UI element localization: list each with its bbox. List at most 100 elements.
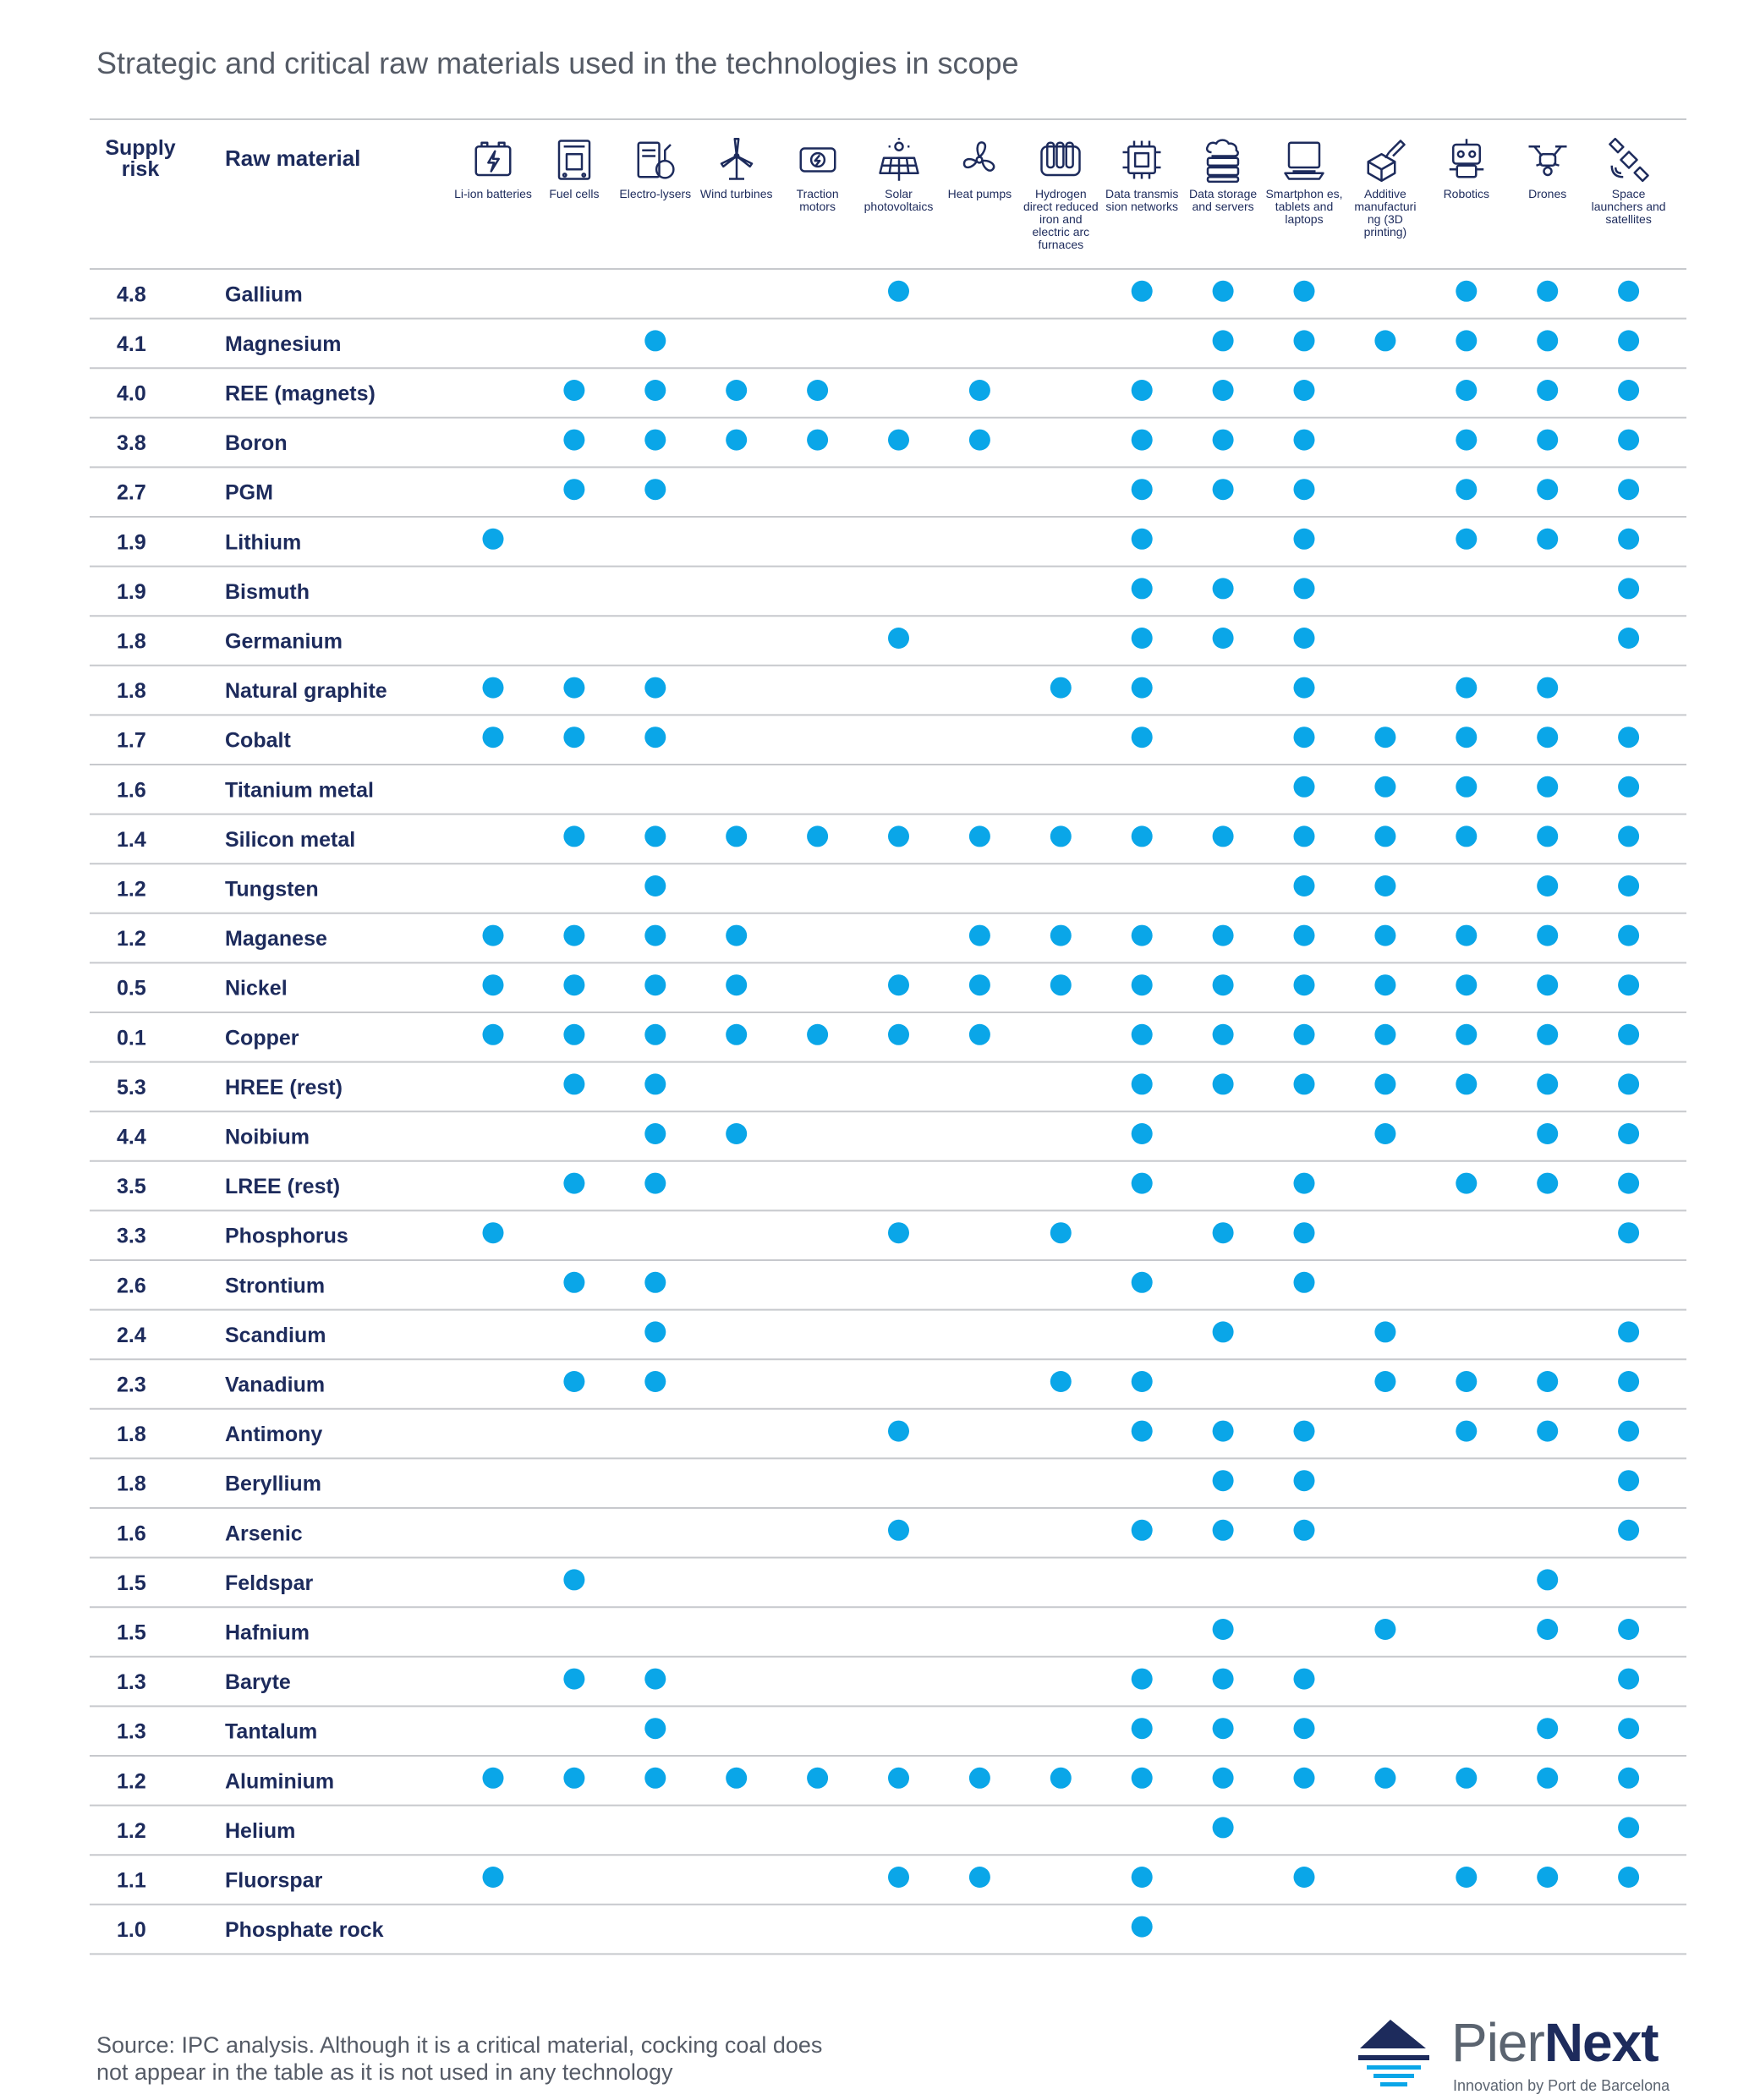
- usage-dot: [1293, 1867, 1315, 1888]
- usage-dot: [1293, 924, 1315, 946]
- usage-dot: [1131, 380, 1153, 401]
- usage-dot: [1618, 1619, 1640, 1640]
- usage-dot: [1293, 280, 1315, 302]
- material-name: Bismuth: [225, 580, 310, 604]
- material-name: Fluorspar: [225, 1869, 323, 1893]
- supply-risk-value: 1.6: [117, 778, 146, 802]
- usage-dot: [644, 479, 666, 501]
- usage-dot: [1212, 479, 1234, 501]
- usage-dot: [482, 1767, 504, 1789]
- usage-dot: [888, 280, 909, 302]
- usage-dot: [1374, 825, 1396, 847]
- usage-dot: [1618, 1371, 1640, 1392]
- technology-label: Hydrogen direct reduced iron and electri…: [1023, 187, 1099, 251]
- source-note: Source: IPC analysis. Although it is a c…: [96, 2032, 823, 2085]
- usage-dot: [644, 1668, 666, 1690]
- supply-risk-value: 1.4: [117, 828, 146, 852]
- usage-dot: [1131, 727, 1153, 748]
- usage-dot: [1131, 479, 1153, 501]
- supply-risk-value: 1.8: [117, 679, 146, 703]
- supply-risk-value: 2.7: [117, 481, 146, 505]
- usage-dot: [1537, 875, 1559, 896]
- technology-label: Robotics: [1443, 187, 1490, 200]
- materials-table: 4.8 Gallium 4.1 Magnesium 4.0 REE (magnets) 3.…: [90, 268, 1686, 1955]
- usage-dot: [1293, 1519, 1315, 1541]
- supply-risk-value: 1.9: [117, 580, 146, 604]
- usage-dot: [563, 1073, 585, 1095]
- material-name: Gallium: [225, 282, 303, 306]
- usage-dot: [563, 1668, 585, 1690]
- usage-dot: [1618, 280, 1640, 302]
- usage-dot: [1293, 1767, 1315, 1789]
- usage-dot: [1456, 825, 1478, 847]
- material-name: Natural graphite: [225, 679, 387, 703]
- usage-dot: [1618, 1123, 1640, 1144]
- usage-dot: [1537, 1867, 1559, 1888]
- usage-dot: [1618, 330, 1640, 352]
- technology-header: Electro-lysers: [617, 137, 694, 200]
- supply-risk-value: 1.6: [117, 1522, 146, 1545]
- usage-dot: [1618, 380, 1640, 401]
- material-name: Germanium: [225, 630, 343, 654]
- technology-label: Electro-lysers: [619, 187, 692, 200]
- usage-dot: [1374, 1123, 1396, 1144]
- usage-dot: [644, 1718, 666, 1740]
- supply-risk-value: 1.8: [117, 1423, 146, 1446]
- usage-dot: [1618, 1420, 1640, 1442]
- usage-dot: [482, 974, 504, 996]
- usage-dot: [1050, 924, 1072, 946]
- usage-dot: [1293, 825, 1315, 847]
- usage-dot: [1293, 628, 1315, 649]
- usage-dot: [1618, 974, 1640, 996]
- usage-dot: [1537, 380, 1559, 401]
- electrolyser-icon: [637, 141, 675, 179]
- material-name: Nickel: [225, 977, 288, 1001]
- usage-dot: [1293, 1718, 1315, 1740]
- usage-dot: [1618, 578, 1640, 600]
- usage-dot: [1050, 677, 1072, 699]
- usage-dot: [1618, 924, 1640, 946]
- technology-label: Li-ion batteries: [454, 187, 532, 200]
- material-name: Boron: [225, 431, 288, 455]
- technology-header: Li-ion batteries: [454, 137, 532, 200]
- material-name: Vanadium: [225, 1373, 325, 1397]
- usage-dot: [1293, 1470, 1315, 1492]
- usage-dot: [644, 429, 666, 451]
- usage-dot: [482, 1222, 504, 1244]
- material-name: HREE (rest): [225, 1076, 343, 1099]
- usage-dot: [1293, 727, 1315, 748]
- usage-dot: [1456, 479, 1478, 501]
- usage-dot: [1456, 1867, 1478, 1888]
- piernext-logo-icon: [1358, 2020, 1429, 2086]
- usage-dot: [644, 1023, 666, 1045]
- usage-dot: [1537, 727, 1559, 748]
- usage-dot: [1212, 1321, 1234, 1343]
- usage-dot: [1293, 1271, 1315, 1293]
- usage-dot: [644, 727, 666, 748]
- logo-wordmark: PierNext: [1451, 2011, 1659, 2074]
- usage-dot: [1618, 528, 1640, 550]
- usage-dot: [726, 974, 748, 996]
- usage-dot: [1537, 776, 1559, 798]
- usage-dot: [888, 825, 909, 847]
- usage-dot: [1293, 528, 1315, 550]
- usage-dot: [1618, 1867, 1640, 1888]
- material-name: Titanium metal: [225, 778, 374, 802]
- usage-dot: [1212, 1470, 1234, 1492]
- usage-dot: [1618, 825, 1640, 847]
- supply-risk-value: 1.2: [117, 1769, 146, 1793]
- usage-dot: [482, 924, 504, 946]
- usage-dot: [1131, 974, 1153, 996]
- usage-dot: [1618, 628, 1640, 649]
- usage-dot: [1293, 429, 1315, 451]
- usage-dot: [563, 1371, 585, 1392]
- usage-dot: [807, 825, 829, 847]
- usage-dot: [563, 677, 585, 699]
- supply-risk-value: 3.3: [117, 1225, 146, 1248]
- usage-dot: [726, 1023, 748, 1045]
- material-name: Copper: [225, 1026, 299, 1050]
- usage-dot: [1131, 924, 1153, 946]
- usage-dot: [1131, 1718, 1153, 1740]
- usage-dot: [1456, 677, 1478, 699]
- usage-dot: [1131, 1867, 1153, 1888]
